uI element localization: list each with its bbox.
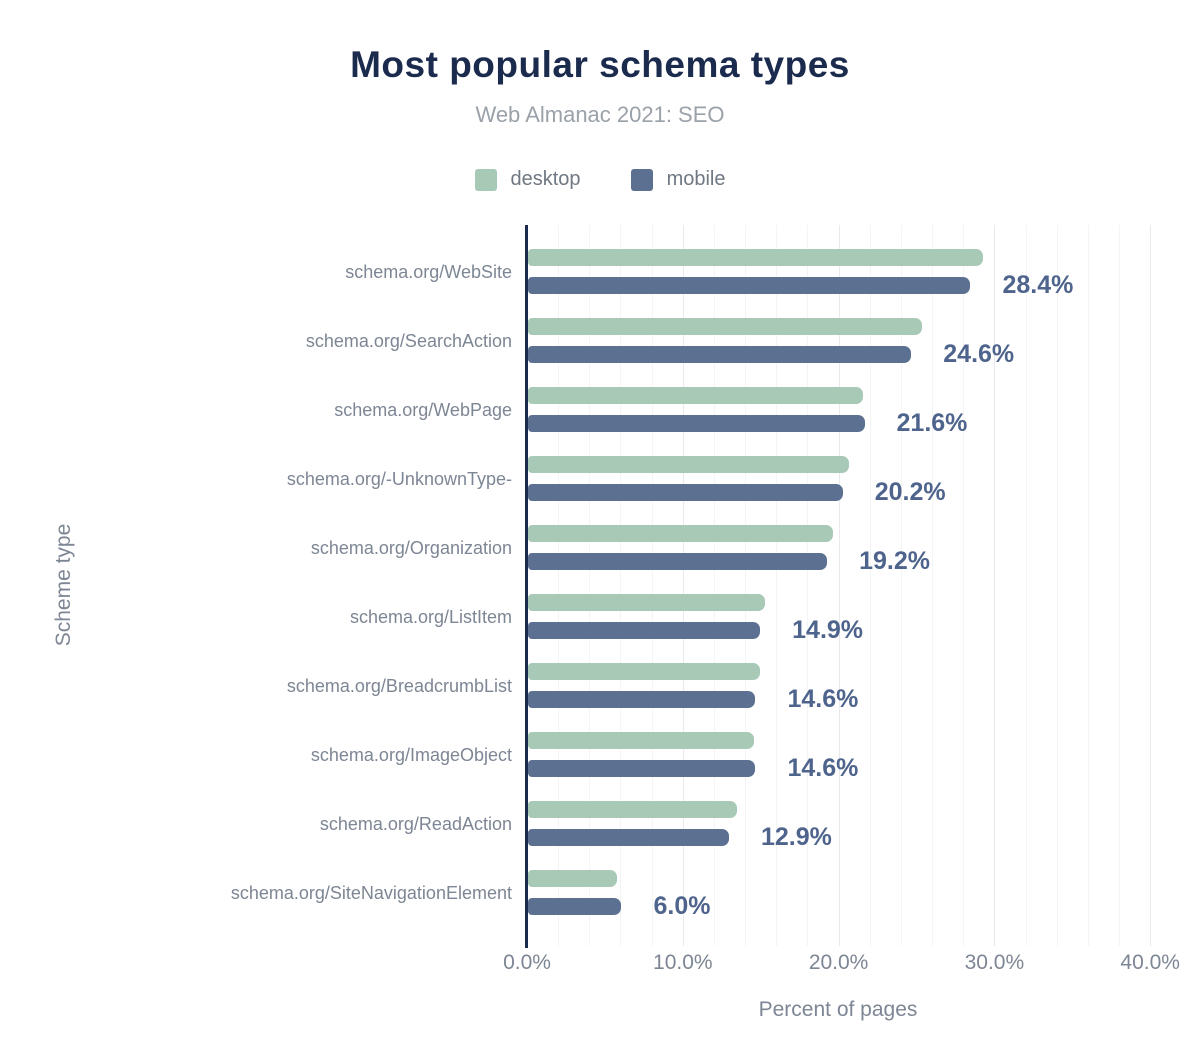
desktop-bar [528, 663, 761, 681]
gridline-16 [776, 225, 778, 946]
gridline-8 [651, 225, 653, 946]
value-label: 6.0% [653, 892, 711, 921]
gridline-20 [838, 225, 840, 946]
chart-title: Most popular schema types [350, 44, 850, 85]
x-tick-label: 10.0% [653, 951, 713, 974]
gridline-4 [589, 225, 591, 946]
gridline-36 [1087, 225, 1089, 946]
value-label: 12.9% [760, 823, 832, 852]
value-label: 14.6% [787, 754, 859, 783]
legend-item-desktop: desktop [474, 168, 581, 191]
value-label: 14.6% [787, 685, 859, 714]
desktop-bar [528, 318, 923, 336]
desktop-bar [528, 870, 617, 888]
category-label: schema.org/WebPage [334, 399, 512, 420]
desktop-bar [528, 456, 849, 474]
gridline-10 [682, 225, 684, 946]
legend-item-mobile: mobile [630, 168, 726, 191]
gridline-14 [745, 225, 747, 946]
x-tick-label: 40.0% [1120, 951, 1180, 974]
category-label: schema.org/BreadcrumbList [286, 675, 512, 696]
gridline-22 [869, 225, 871, 946]
gridline-24 [900, 225, 902, 946]
mobile-bar [528, 759, 756, 777]
value-label: 20.2% [874, 478, 946, 507]
category-label: schema.org/SiteNavigationElement [230, 882, 512, 903]
mobile-bar [528, 690, 756, 708]
mobile-bar [528, 552, 828, 570]
mobile-bar [528, 828, 729, 846]
x-tick-label: 30.0% [964, 951, 1025, 974]
category-label: schema.org/Organization [310, 537, 512, 558]
value-label: 24.6% [943, 340, 1015, 369]
x-axis-title: Percent of pages [758, 998, 918, 1021]
desktop-bar [528, 732, 754, 750]
desktop-bar [528, 594, 765, 612]
chart-subtitle: Web Almanac 2021: SEO [475, 102, 725, 127]
mobile-swatch-icon [630, 168, 653, 191]
x-tick-label: 0.0% [503, 951, 551, 974]
gridline-6 [620, 225, 622, 946]
gridline-32 [1025, 225, 1027, 946]
y-axis-line [525, 225, 528, 948]
desktop-bar [528, 387, 863, 405]
gridline-34 [1056, 225, 1058, 946]
category-label: schema.org/ReadAction [319, 813, 512, 834]
gridline-38 [1119, 225, 1121, 946]
mobile-bar [528, 345, 912, 363]
gridline-40 [1150, 225, 1152, 946]
category-label: schema.org/WebSite [345, 261, 512, 282]
mobile-bar [528, 897, 622, 915]
desktop-bar [528, 249, 983, 267]
gridline-2 [558, 225, 560, 946]
y-axis-title: Scheme type [52, 523, 75, 647]
value-label: 14.9% [792, 616, 864, 645]
mobile-bar [528, 414, 865, 432]
desktop-swatch-icon [474, 168, 497, 191]
gridline-30 [994, 225, 996, 946]
category-label: schema.org/-UnknownType- [286, 468, 512, 489]
mobile-bar [528, 621, 761, 639]
chart-legend: desktop mobile [0, 168, 1200, 191]
gridline-26 [932, 225, 934, 946]
legend-label-desktop: desktop [510, 168, 581, 190]
value-label: 21.6% [896, 409, 968, 438]
gridline-28 [963, 225, 965, 946]
x-tick-label: 20.0% [808, 951, 869, 974]
desktop-bar [528, 801, 737, 819]
category-label: schema.org/SearchAction [305, 330, 512, 351]
desktop-bar [528, 525, 834, 543]
value-label: 19.2% [859, 547, 931, 576]
legend-label-mobile: mobile [666, 168, 726, 190]
category-label: schema.org/ImageObject [310, 744, 512, 765]
mobile-bar [528, 276, 971, 294]
value-label: 28.4% [1002, 271, 1074, 300]
gridline-12 [713, 225, 715, 946]
mobile-bar [528, 483, 843, 501]
gridline-18 [807, 225, 809, 946]
category-label: schema.org/ListItem [349, 606, 512, 627]
